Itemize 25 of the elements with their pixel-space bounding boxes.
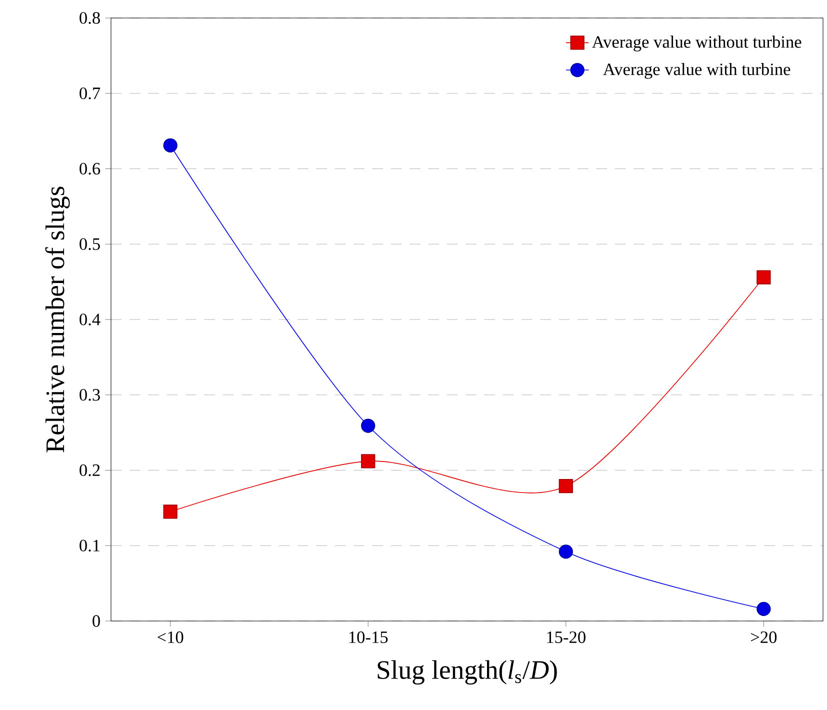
legend-label: Average value without turbine: [592, 36, 802, 52]
legend-label: Average value with turbine: [603, 63, 790, 79]
y-tick-label: 0: [92, 615, 100, 627]
point: [361, 454, 376, 468]
y-tick-label: 0.7: [80, 87, 100, 100]
point: [361, 418, 376, 433]
x-axis-title: Slug length(l$_{s}$/D): [378, 660, 557, 685]
point: [558, 544, 573, 559]
y-tick-label: 0.8: [80, 12, 100, 24]
x-tick-label: 15-20: [547, 631, 586, 644]
point: [756, 602, 771, 616]
y-tick-label: 0.3: [80, 388, 100, 401]
x-tick-label: >20: [750, 631, 777, 644]
y-tick-label: 0.1: [80, 540, 100, 552]
y-tick-label: 0.6: [80, 162, 100, 175]
y-tick-label: 0.4: [80, 314, 100, 326]
point: [163, 504, 178, 519]
x-tick-label: <10: [158, 631, 184, 644]
x-tick-label: 10-15: [349, 631, 388, 644]
y-tick-label: 0.5: [80, 238, 100, 250]
y-axis-title: Relative number of slugs: [45, 186, 70, 452]
y-tick-label: 0.2: [80, 464, 100, 476]
point: [558, 479, 573, 494]
point: [756, 270, 771, 284]
point: [163, 138, 178, 152]
